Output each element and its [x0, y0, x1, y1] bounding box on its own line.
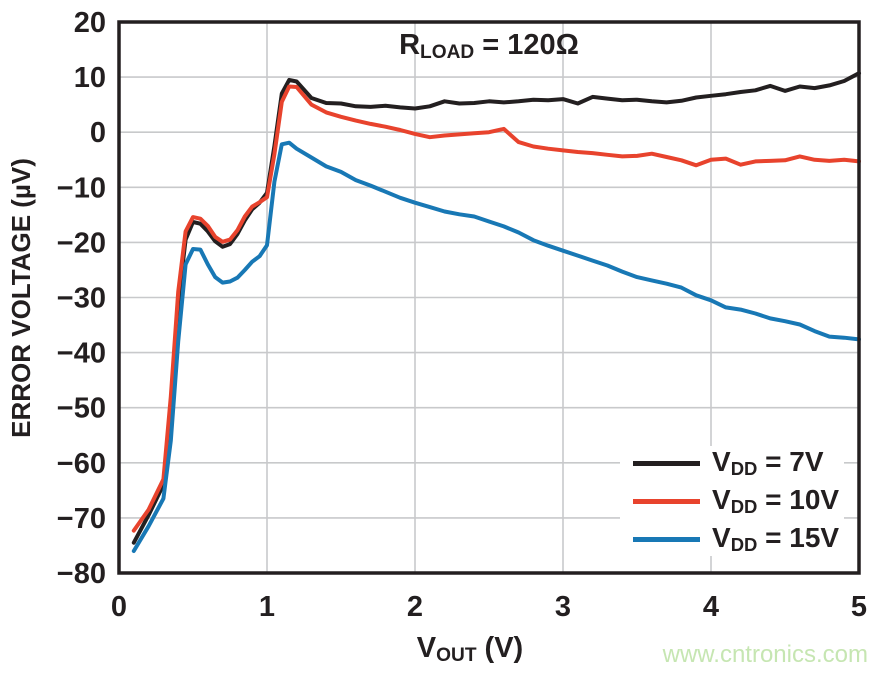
y-tick-label: −10: [57, 172, 106, 204]
series-line-vdd-10v: [131, 84, 861, 533]
y-tick-label: −30: [57, 283, 106, 315]
data-series: [131, 71, 861, 553]
y-tick-label: 20: [74, 7, 106, 39]
series-line-vdd-7v: [131, 71, 861, 545]
y-tick-label: 0: [90, 117, 106, 149]
x-tick-label: 3: [555, 591, 571, 623]
x-tick-label: 0: [111, 591, 127, 623]
x-tick-label: 1: [259, 591, 275, 623]
plot-border: [117, 20, 861, 575]
x-tick-label: 5: [851, 591, 867, 623]
x-tick-label: 2: [407, 591, 423, 623]
x-axis-label: VOUT (V): [119, 632, 821, 667]
legend-swatch-red-line: [633, 498, 700, 504]
y-tick-label: −20: [57, 227, 106, 259]
x-tick-label: 4: [703, 591, 719, 623]
series-line-vdd-15v: [131, 140, 861, 553]
x-label-subscript: OUT: [436, 645, 477, 667]
y-tick-label: −40: [57, 338, 106, 370]
y-tick-label: −60: [57, 448, 106, 480]
legend-item-vdd-10v: VDD = 10V: [620, 484, 844, 518]
annotation-subscript: LOAD: [420, 42, 475, 64]
x-label-symbol: V: [416, 632, 437, 664]
x-label-unit: (V): [476, 632, 524, 664]
watermark-text: www.cntronics.com: [662, 641, 868, 668]
legend-swatch-blue-line: [633, 536, 700, 542]
legend-label: VDD = 15V: [712, 521, 840, 556]
plot-annotation: RLOAD = 120Ω: [119, 29, 859, 64]
legend-label: VDD = 10V: [712, 483, 840, 518]
legend-swatch-black-line: [633, 460, 700, 466]
y-tick-label: −70: [57, 503, 106, 535]
legend: VDD = 7V VDD = 10V VDD = 15V: [620, 446, 844, 556]
legend-label: VDD = 7V: [712, 445, 824, 480]
y-tick-label: −80: [57, 558, 106, 590]
legend-item-vdd-15v: VDD = 15V: [620, 522, 844, 556]
y-tick-label: −50: [57, 393, 106, 425]
annotation-symbol: R: [399, 29, 421, 61]
y-axis-label: ERROR VOLTAGE (µV): [6, 158, 36, 438]
annotation-value: = 120Ω: [474, 29, 579, 61]
legend-item-vdd-7v: VDD = 7V: [620, 446, 844, 480]
y-tick-label: 10: [74, 62, 106, 94]
